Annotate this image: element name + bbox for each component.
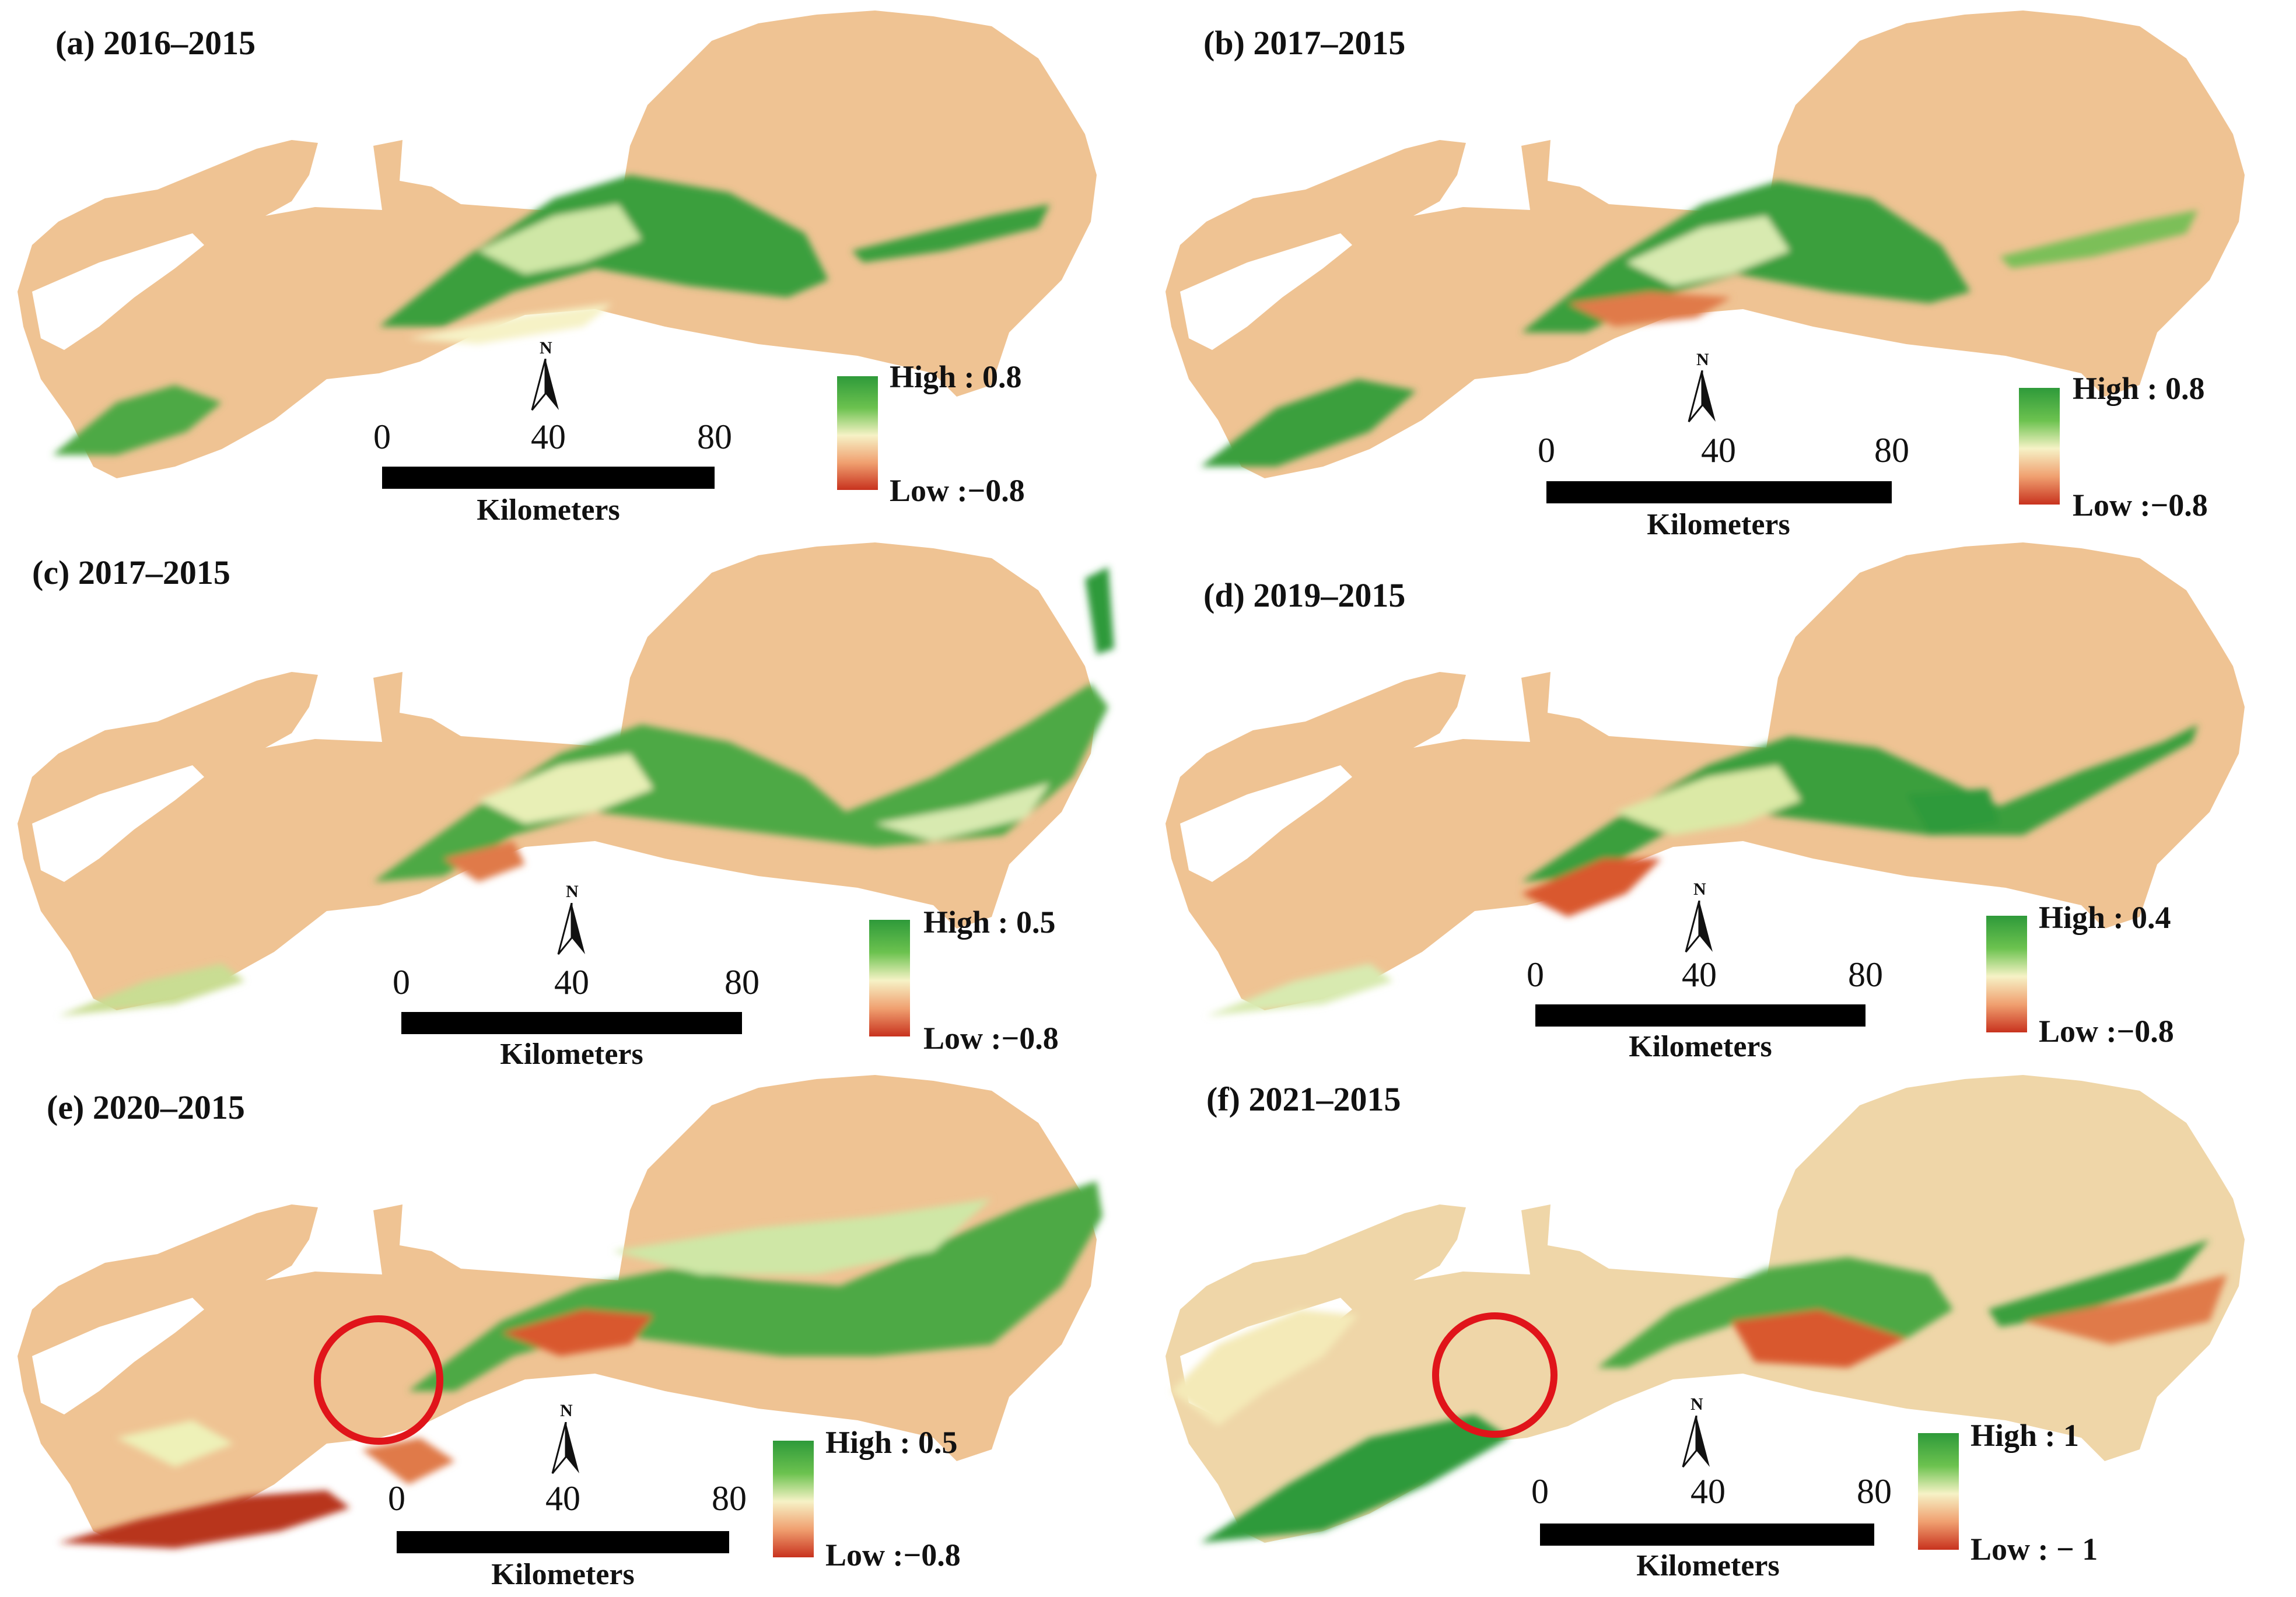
legend-high-label: High : 0.5 — [825, 1425, 958, 1460]
scale-bar — [382, 467, 715, 489]
scale-bar — [1546, 481, 1892, 503]
scale-unit-label: Kilometers — [500, 1038, 643, 1071]
scale-tick-40: 40 — [554, 963, 589, 1001]
north-arrow-icon — [551, 1422, 579, 1474]
scale-tick-0: 0 — [373, 418, 391, 456]
north-label: N — [1696, 350, 1709, 369]
ndvi-difference-map — [1166, 542, 2245, 1016]
legend-high-label: High : 0.8 — [2073, 371, 2205, 406]
scale-bar — [401, 1012, 742, 1034]
scale-tick-0: 0 — [1527, 955, 1544, 994]
scale-tick-40: 40 — [1701, 431, 1736, 470]
legend-low-label: Low :−0.8 — [825, 1538, 961, 1573]
legend-color-ramp — [2019, 388, 2060, 505]
north-arrow-icon — [1688, 370, 1716, 422]
scale-unit-label: Kilometers — [477, 493, 620, 527]
scale-tick-40: 40 — [1682, 955, 1717, 994]
north-arrow-icon — [1682, 1416, 1710, 1468]
highlight-circle — [314, 1315, 443, 1445]
panel-title: (c) 2017–2015 — [32, 554, 230, 591]
highlight-circle — [1432, 1312, 1558, 1438]
ndvi-difference-map — [1166, 1075, 2245, 1543]
north-arrow-icon — [557, 903, 585, 955]
ndvi-difference-map — [18, 542, 1114, 1016]
scale-unit-label: Kilometers — [1647, 508, 1790, 541]
legend-color-ramp — [837, 376, 878, 490]
scale-tick-80: 80 — [712, 1479, 747, 1518]
panel-a: (a) 2016–2015 N 0 40 80 Kilometers High … — [0, 0, 1148, 532]
north-label: N — [566, 882, 579, 901]
legend-color-ramp — [773, 1441, 814, 1557]
legend-low-label: Low :−0.8 — [923, 1021, 1059, 1056]
panel-title: (a) 2016–2015 — [55, 24, 256, 62]
legend-high-label: High : 1 — [1971, 1418, 2080, 1453]
panel-title: (f) 2021–2015 — [1206, 1080, 1401, 1118]
north-label: N — [1693, 880, 1706, 899]
legend-high-label: High : 0.4 — [2039, 900, 2171, 935]
scale-tick-40: 40 — [531, 418, 566, 456]
scale-tick-80: 80 — [724, 963, 760, 1001]
ndvi-difference-map — [1166, 10, 2245, 478]
legend-high-label: High : 0.5 — [923, 905, 1056, 940]
ndvi-difference-map — [18, 10, 1097, 478]
legend-color-ramp — [1986, 916, 2027, 1032]
scale-unit-label: Kilometers — [1636, 1549, 1780, 1582]
panel-c: (c) 2017–2015 N 0 40 80 Kilometers High … — [0, 532, 1148, 1071]
scale-tick-40: 40 — [1690, 1472, 1726, 1511]
scale-unit-label: Kilometers — [1629, 1030, 1772, 1063]
north-label: N — [560, 1401, 573, 1420]
scale-tick-80: 80 — [1848, 955, 1883, 994]
north-label: N — [1690, 1395, 1703, 1414]
panel-e: (e) 2020–2015 N 0 40 80 Kilometers High … — [0, 1064, 1148, 1597]
north-arrow-icon — [1685, 901, 1713, 952]
scale-tick-80: 80 — [1874, 431, 1909, 470]
scale-tick-0: 0 — [1531, 1472, 1549, 1511]
panel-b: (b) 2017–2015 N 0 40 80 Kilometers High … — [1148, 0, 2296, 541]
legend-low-label: Low :−0.8 — [2073, 488, 2208, 523]
scale-tick-80: 80 — [697, 418, 732, 456]
legend-color-ramp — [1918, 1433, 1959, 1550]
legend-low-label: Low : − 1 — [1971, 1532, 2098, 1567]
scale-bar — [1540, 1524, 1874, 1546]
scale-tick-80: 80 — [1857, 1472, 1892, 1511]
scale-tick-0: 0 — [1538, 431, 1555, 470]
legend-color-ramp — [869, 920, 910, 1036]
north-arrow-icon — [531, 359, 559, 411]
panel-d: (d) 2019–2015 N 0 40 80 Kilometers High … — [1148, 532, 2296, 1064]
scale-unit-label: Kilometers — [491, 1558, 635, 1591]
ndvi-difference-map — [18, 1075, 1102, 1549]
legend-low-label: Low :−0.8 — [890, 473, 1025, 508]
north-label: N — [540, 338, 552, 358]
scale-tick-0: 0 — [393, 963, 410, 1001]
panel-f: (f) 2021–2015 N 0 40 80 Kilometers High … — [1148, 1064, 2296, 1597]
scale-bar — [1535, 1004, 1866, 1027]
legend-high-label: High : 0.8 — [890, 359, 1022, 394]
panel-title: (b) 2017–2015 — [1203, 24, 1406, 62]
panel-title: (d) 2019–2015 — [1203, 576, 1406, 614]
legend-low-label: Low :−0.8 — [2039, 1014, 2174, 1049]
panel-title: (e) 2020–2015 — [47, 1088, 245, 1126]
scale-tick-40: 40 — [545, 1479, 580, 1518]
scale-bar — [397, 1531, 729, 1553]
scale-tick-0: 0 — [388, 1479, 405, 1518]
